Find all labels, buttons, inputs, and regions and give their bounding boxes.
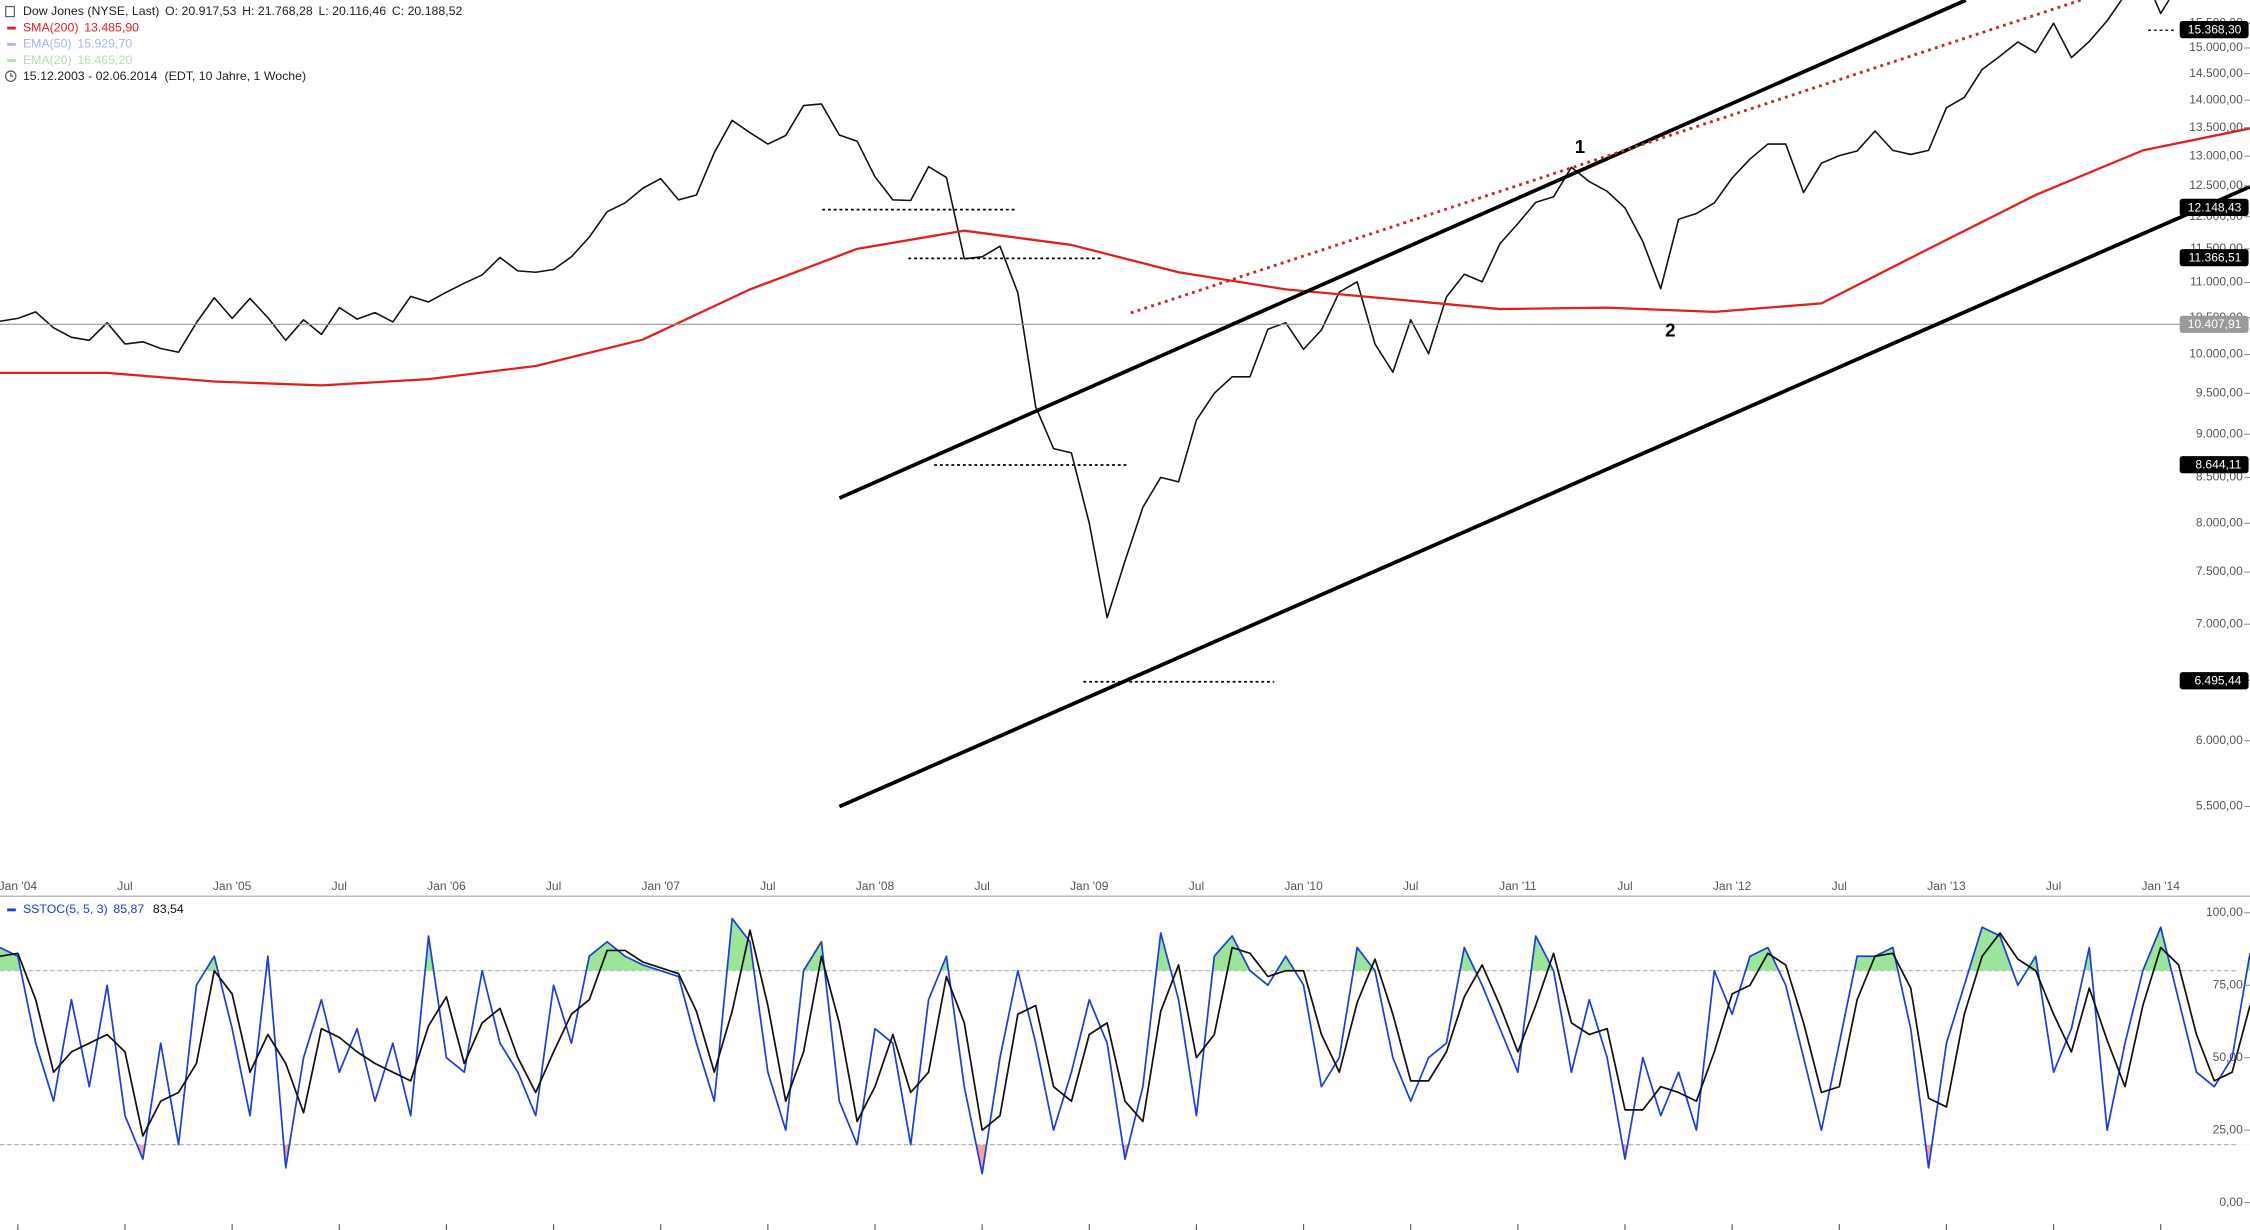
y-tick-label: 10.000,00 [2189, 347, 2243, 361]
y-tick-label: 12.500,00 [2189, 178, 2243, 192]
x-tick-label: Jul [1617, 879, 1632, 893]
quote-label: C: 20.188,52 [392, 4, 463, 18]
osc-tick-label: 25,00 [2213, 1122, 2243, 1136]
price-line [0, 127, 2250, 387]
legend: Dow Jones (NYSE, Last) O: 20.917,53 H: 21… [5, 4, 463, 916]
price-line [0, 0, 2170, 619]
price-marker-label: 12.148,43 [2188, 200, 2242, 214]
y-tick-label: 8.000,00 [2196, 515, 2243, 529]
x-tick-label: Jan '12 [1713, 879, 1752, 893]
legend-value: 13.485,90 [84, 20, 139, 34]
trend-line [1130, 0, 2082, 315]
oscillator-panel [0, 917, 2250, 1175]
price-marker [2179, 315, 2249, 333]
axes: 5.500,006.000,006.500,007.000,007.500,00… [0, 15, 2250, 1230]
osc-tick-label: 100,00 [2206, 905, 2243, 919]
y-tick-label: 9.000,00 [2196, 426, 2243, 440]
price-marker [2179, 21, 2249, 39]
legend-value: 85,87 [113, 902, 144, 916]
price-marker [2179, 672, 2249, 690]
x-tick-label: Jan '07 [641, 879, 680, 893]
x-tick-label: Jul [2046, 879, 2061, 893]
trend-line [838, 0, 1967, 500]
price-marker [2179, 198, 2249, 217]
period: 15.12.2003 - 02.06.2014 [23, 69, 158, 83]
y-tick-label: 7.000,00 [2196, 616, 2243, 630]
price-line [0, 917, 2250, 1175]
legend-name: SMA(200) [23, 20, 79, 34]
x-tick-label: Jul [546, 879, 561, 893]
x-tick-label: Jan '11 [1499, 879, 1537, 893]
legend-name: EMA(20) [23, 53, 72, 67]
price-marker-label: 15.368,30 [2188, 23, 2242, 37]
osc-tick-label: 0,00 [2219, 1195, 2243, 1209]
price-line [0, 929, 2250, 1137]
y-tick-label: 14.000,00 [2189, 92, 2243, 106]
x-tick-label: Jul [760, 879, 775, 893]
y-tick-label: 13.500,00 [2189, 120, 2243, 134]
icon [5, 6, 15, 18]
x-tick-label: Jan '14 [2141, 879, 2180, 893]
quote-label: H: 21.768,28 [242, 4, 313, 18]
quote-label: O: 20.917,53 [165, 4, 236, 18]
y-tick-label: 7.500,00 [2196, 564, 2243, 578]
y-tick-label: 14.500,00 [2189, 66, 2243, 80]
x-tick-label: Jul [1189, 879, 1204, 893]
x-tick-label: Jul [974, 879, 989, 893]
price-marker [2179, 249, 2249, 267]
price-marker-label: 8.644,11 [2195, 458, 2241, 472]
legend-value: 16.465,20 [77, 53, 132, 67]
price-marker-label: 11.366,51 [2189, 251, 2242, 265]
price-marker-label: 10.407,91 [2188, 317, 2242, 331]
legend-name: SSTOC(5, 5, 3) [23, 902, 108, 916]
icon [10, 73, 14, 77]
x-tick-label: Jan '09 [1070, 879, 1109, 893]
x-tick-label: Jul [332, 879, 347, 893]
x-tick-label: Jan '05 [213, 879, 252, 893]
quote-label: L: 20.116,46 [318, 4, 386, 18]
price-marker-label: 6.495,44 [2194, 674, 2241, 688]
x-tick-label: Jul [1403, 879, 1418, 893]
annotation: 1 [1575, 136, 1585, 157]
legend-name: EMA(50) [23, 37, 72, 51]
x-tick-label: Jan '13 [1927, 879, 1966, 893]
chart-title: Dow Jones (NYSE, Last) [23, 4, 159, 18]
period-note: (EDT, 10 Jahre, 1 Woche) [164, 69, 306, 83]
x-tick-label: Jan '06 [427, 879, 466, 893]
y-tick-label: 5.500,00 [2196, 799, 2243, 813]
osc-tick-label: 50,00 [2213, 1050, 2243, 1064]
osc-tick-label: 75,00 [2213, 977, 2243, 991]
y-tick-label: 15.000,00 [2189, 40, 2243, 54]
x-tick-label: Jul [1832, 879, 1847, 893]
y-tick-label: 13.000,00 [2189, 148, 2243, 162]
legend-value: 15.929,70 [77, 37, 132, 51]
annotation: 2 [1665, 320, 1675, 341]
legend-value: 83,54 [153, 902, 184, 916]
icon [5, 70, 17, 82]
x-tick-label: Jan '04 [0, 879, 37, 893]
y-tick-label: 11.000,00 [2190, 275, 2243, 289]
x-tick-label: Jan '08 [856, 879, 895, 893]
trend-drawings: 1 2 [822, 0, 2250, 809]
y-tick-label: 9.500,00 [2196, 386, 2243, 400]
price-marker [2179, 456, 2249, 474]
x-tick-label: Jul [117, 879, 132, 893]
x-tick-label: Jan '10 [1284, 879, 1323, 893]
price-panel [0, 0, 2250, 619]
trend-line [838, 184, 2250, 809]
y-tick-label: 6.000,00 [2196, 733, 2243, 747]
